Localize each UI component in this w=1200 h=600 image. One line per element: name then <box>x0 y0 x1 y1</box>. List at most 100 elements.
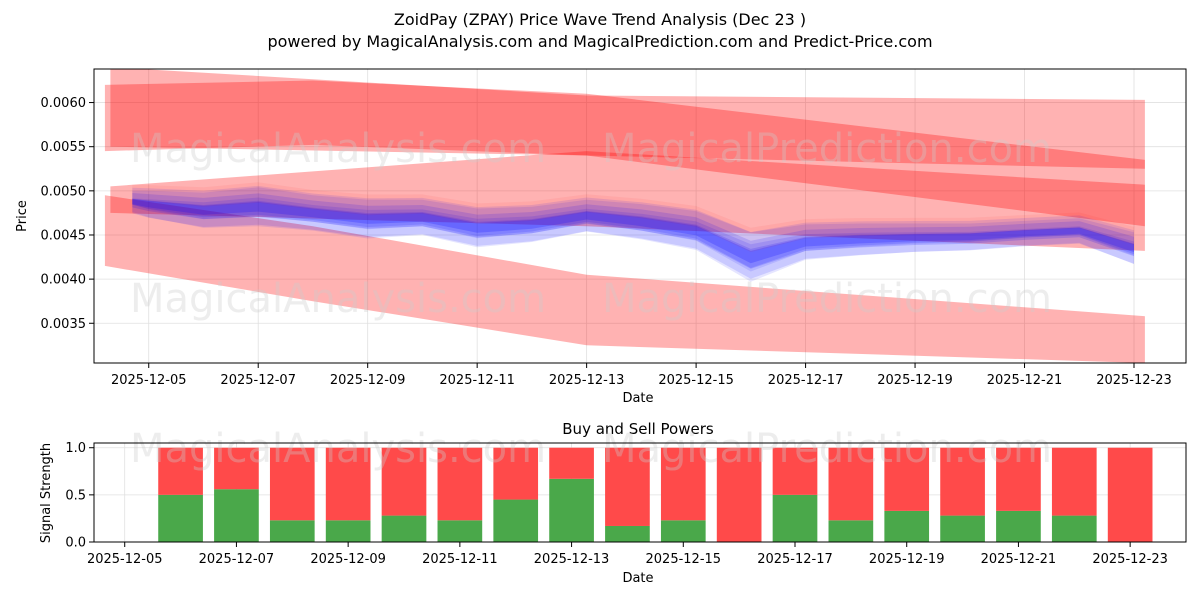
price-y-tick-label: 0.0035 <box>41 317 87 332</box>
buy-bar <box>214 489 259 542</box>
buy-bar <box>325 520 371 542</box>
signal-y-ticks: 0.0 0.5 1.0 <box>65 441 94 551</box>
buy-bar <box>493 499 539 542</box>
red-band-upper-band <box>104 80 1145 227</box>
red-band-wide-top-band <box>110 69 1145 169</box>
watermark-prediction-bottom: MagicalPrediction.com <box>602 426 1052 472</box>
price-bands <box>104 69 1145 363</box>
buy-bar <box>269 520 315 542</box>
signal-y-tick-label: 0.0 <box>65 536 86 551</box>
buy-bar <box>549 478 594 542</box>
sell-bar <box>1107 447 1153 542</box>
sell-bar <box>158 447 203 495</box>
buy-bar <box>605 525 650 542</box>
sell-bar <box>493 447 539 500</box>
watermark-prediction-mid: MagicalPrediction.com <box>602 276 1052 322</box>
buy-bar <box>828 520 874 542</box>
blue-wave-band <box>132 185 1135 272</box>
watermark-analysis-top: MagicalAnalysis.com <box>130 126 546 172</box>
sell-bar <box>996 447 1041 511</box>
price-y-tick-label: 0.0045 <box>41 228 87 243</box>
signal-x-tick-label: 2025-12-19 <box>869 552 945 567</box>
buy-bar <box>884 510 930 542</box>
signal-y-tick-label: 0.5 <box>65 488 86 503</box>
price-y-ticks: 0.0035 0.0040 0.0045 0.0050 0.0055 0.0060 <box>41 96 94 332</box>
price-y-tick-label: 0.0050 <box>41 184 87 199</box>
red-band-lower-band <box>104 195 1145 363</box>
watermark-analysis-bottom: MagicalAnalysis.com <box>130 426 546 472</box>
blue-wave-band <box>132 197 1135 279</box>
price-y-axis-label: Price <box>15 200 30 232</box>
sell-bar <box>325 447 371 521</box>
price-x-tick-label: 2025-12-17 <box>768 373 844 388</box>
signal-bars <box>158 447 1153 542</box>
sell-bar <box>214 447 259 490</box>
blue-wave-band <box>132 193 1135 268</box>
chart-title: ZoidPay (ZPAY) Price Wave Trend Analysis… <box>394 10 806 29</box>
price-x-tick-label: 2025-12-13 <box>549 373 625 388</box>
warm-overlay-band <box>132 182 1135 253</box>
price-x-tick-label: 2025-12-11 <box>439 373 515 388</box>
price-x-tick-label: 2025-12-05 <box>111 373 187 388</box>
price-chart: MagicalAnalysis.com MagicalPrediction.co… <box>15 68 1187 406</box>
signal-x-axis-label: Date <box>622 571 653 586</box>
signal-chart-title: Buy and Sell Powers <box>562 420 714 438</box>
sell-bar <box>940 447 985 516</box>
buy-bar <box>772 494 818 542</box>
signal-x-tick-label: 2025-12-07 <box>199 552 275 567</box>
price-x-tick-label: 2025-12-09 <box>330 373 406 388</box>
price-watermarks: MagicalAnalysis.com MagicalPrediction.co… <box>130 126 1052 322</box>
price-x-tick-label: 2025-12-21 <box>987 373 1063 388</box>
buy-bar <box>381 515 427 542</box>
signal-x-tick-label: 2025-12-23 <box>1092 552 1168 567</box>
price-plot-area <box>94 69 1186 363</box>
buy-bar <box>940 515 985 542</box>
sell-bar <box>828 447 874 521</box>
sell-bar <box>884 447 930 511</box>
blue-wave-band <box>132 198 1135 264</box>
price-x-ticks: 2025-12-05 2025-12-07 2025-12-09 2025-12-11… <box>111 363 1172 388</box>
sell-bar <box>1051 447 1097 516</box>
price-y-tick-label: 0.0040 <box>41 273 87 288</box>
buy-bar <box>437 520 483 542</box>
sell-bar <box>605 447 650 526</box>
signal-x-tick-label: 2025-12-13 <box>534 552 610 567</box>
signal-x-tick-label: 2025-12-15 <box>646 552 722 567</box>
buy-bar <box>1051 515 1097 542</box>
price-x-tick-label: 2025-12-07 <box>220 373 296 388</box>
price-x-axis-label: Date <box>622 391 653 406</box>
price-y-tick-label: 0.0055 <box>41 140 87 155</box>
sell-bar <box>381 447 427 516</box>
red-band-mid-band <box>110 151 1145 251</box>
price-x-tick-label: 2025-12-23 <box>1096 373 1172 388</box>
buy-bar <box>996 510 1041 542</box>
price-grid <box>94 69 1186 363</box>
signal-watermarks: MagicalAnalysis.com MagicalPrediction.co… <box>130 426 1052 472</box>
chart-subtitle: powered by MagicalAnalysis.com and Magic… <box>267 32 932 51</box>
signal-plot-frame <box>93 442 1187 543</box>
buy-bar <box>660 520 706 542</box>
signal-x-tick-label: 2025-12-11 <box>422 552 498 567</box>
signal-x-tick-label: 2025-12-17 <box>757 552 833 567</box>
sell-bar <box>549 447 594 479</box>
signal-x-tick-label: 2025-12-05 <box>87 552 163 567</box>
signal-y-tick-label: 1.0 <box>65 441 86 456</box>
sell-bar <box>269 447 315 521</box>
watermark-analysis-mid: MagicalAnalysis.com <box>130 276 546 322</box>
blue-wave-band <box>132 199 1135 269</box>
watermark-prediction-top: MagicalPrediction.com <box>602 126 1052 172</box>
signal-x-tick-label: 2025-12-09 <box>310 552 386 567</box>
price-plot-frame <box>93 68 1187 364</box>
sell-bar <box>437 447 483 521</box>
buy-bar <box>158 494 203 542</box>
sell-bar <box>716 447 762 542</box>
price-x-tick-label: 2025-12-15 <box>658 373 734 388</box>
blue-wave-band <box>132 187 1135 282</box>
price-x-tick-label: 2025-12-19 <box>877 373 953 388</box>
signal-x-tick-label: 2025-12-21 <box>981 552 1057 567</box>
sell-bar <box>660 447 706 521</box>
signal-x-ticks: 2025-12-05 2025-12-07 2025-12-09 2025-12-11… <box>87 542 1168 567</box>
price-y-tick-label: 0.0060 <box>41 96 87 111</box>
